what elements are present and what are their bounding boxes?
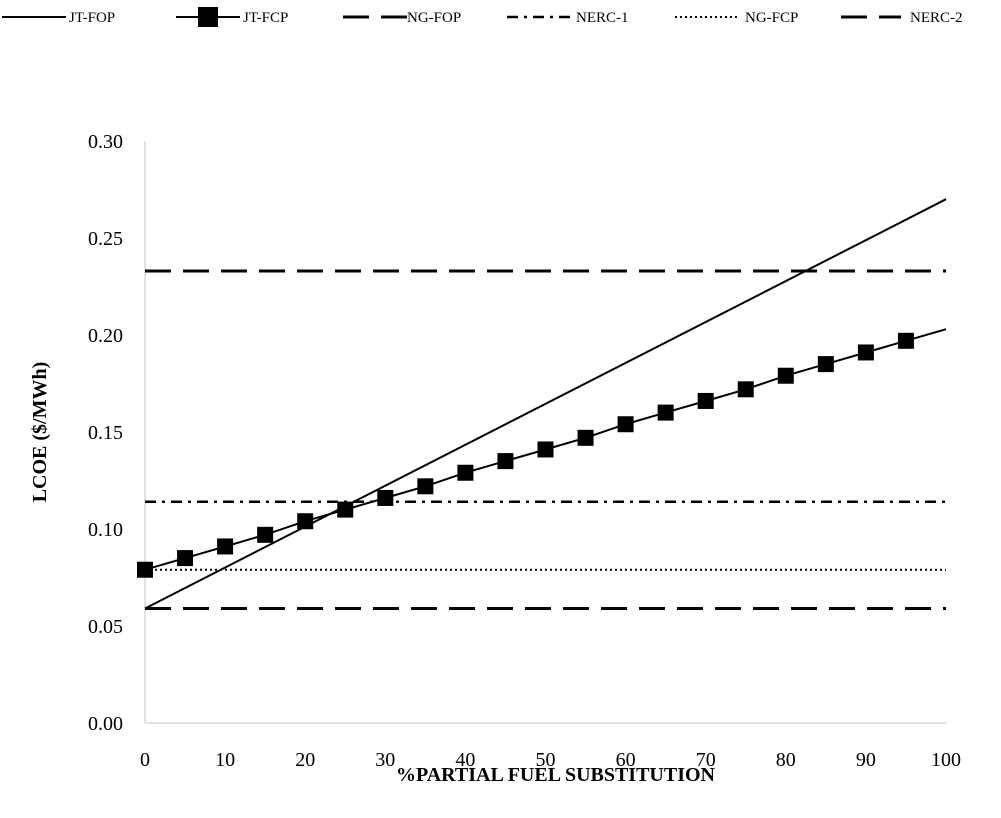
y-tick-label: 0.25 (88, 228, 123, 250)
data-point-marker (377, 489, 394, 506)
legend-item-ng-fcp: NG-FCP (675, 10, 798, 26)
x-tick-label: 30 (375, 749, 395, 771)
axes (144, 141, 946, 724)
x-tick-label: 50 (536, 749, 556, 771)
data-point-marker (897, 332, 914, 349)
legend-label: NG-FCP (745, 10, 798, 26)
legend: JT-FOP JT-FCP NG-FOP NERC-1 NG-FCP NERC-2 (2, 7, 963, 27)
data-point-marker (257, 526, 274, 543)
data-point-marker (857, 344, 874, 361)
data-point-marker (457, 464, 474, 481)
x-tick-label: 70 (696, 749, 716, 771)
series-jt-fcp (137, 328, 947, 578)
y-tick-label: 0.00 (88, 713, 123, 735)
y-tick-labels: 0.00 0.05 0.10 0.15 0.20 0.25 0.30 (88, 131, 123, 735)
plot-area (137, 198, 947, 610)
legend-item-ng-fop: NG-FOP (343, 10, 461, 26)
data-point-marker (657, 404, 674, 421)
data-point-marker (337, 501, 354, 518)
y-axis-title: LCOE ($/MWh) (29, 362, 51, 503)
legend-label: JT-FOP (69, 10, 115, 26)
x-tick-label: 0 (140, 749, 150, 771)
legend-item-nerc-1: NERC-1 (507, 10, 629, 26)
y-tick-label: 0.20 (88, 325, 123, 347)
data-point-marker (297, 513, 314, 530)
x-tick-labels: 0 10 20 30 40 50 60 70 80 90 100 (140, 749, 961, 771)
data-point-marker (217, 538, 234, 555)
legend-label: JT-FCP (243, 10, 288, 26)
x-tick-label: 20 (295, 749, 315, 771)
y-tick-label: 0.30 (88, 131, 123, 153)
x-tick-label: 80 (776, 749, 796, 771)
data-point-marker (177, 550, 194, 567)
data-point-marker (777, 367, 794, 384)
series-jt-fop (144, 198, 947, 610)
data-point-marker (697, 392, 714, 409)
y-tick-label: 0.15 (88, 422, 123, 444)
legend-label: NERC-1 (576, 10, 629, 26)
x-tick-label: 40 (455, 749, 475, 771)
legend-item-jt-fcp: JT-FCP (176, 7, 288, 27)
data-point-marker (577, 429, 594, 446)
x-tick-label: 60 (616, 749, 636, 771)
data-point-marker (817, 356, 834, 373)
data-point-marker (737, 381, 754, 398)
x-axis-title: %PARTIAL FUEL SUBSTITUTION (396, 764, 716, 786)
data-point-marker (617, 416, 634, 433)
data-point-marker (417, 478, 434, 495)
x-tick-label: 100 (931, 749, 961, 771)
legend-marker (198, 7, 218, 27)
x-tick-label: 90 (856, 749, 876, 771)
data-point-marker (497, 453, 514, 470)
data-point-marker (537, 441, 554, 458)
y-tick-label: 0.05 (88, 616, 123, 638)
legend-item-nerc-2: NERC-2 (841, 10, 963, 26)
y-tick-label: 0.10 (88, 519, 123, 541)
series-line-jt-fop (144, 198, 947, 610)
legend-item-jt-fop: JT-FOP (2, 10, 115, 26)
x-tick-label: 10 (215, 749, 235, 771)
legend-label: NG-FOP (407, 10, 461, 26)
legend-label: NERC-2 (910, 10, 963, 26)
